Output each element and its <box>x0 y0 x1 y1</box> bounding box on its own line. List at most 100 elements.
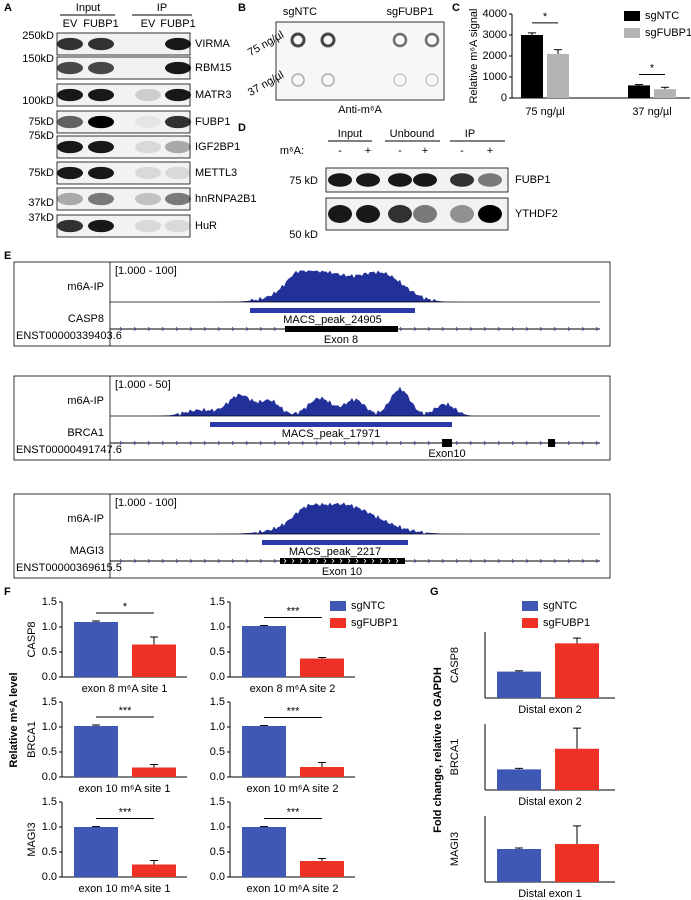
treatment-label: m⁶A: <box>280 145 304 157</box>
marker-label: 37kD <box>28 212 54 224</box>
blot-band <box>135 140 161 154</box>
exon-arrow <box>283 558 287 564</box>
blot-band <box>88 88 114 102</box>
blot-band <box>57 115 83 129</box>
legend-swatch <box>522 601 538 611</box>
exon-arrow <box>323 558 327 564</box>
protein-label: YTHDF2 <box>515 208 558 220</box>
blot-band <box>388 173 412 187</box>
y-tick-label: 0.5 <box>210 646 225 658</box>
strand-arrow <box>497 326 501 332</box>
strand-arrow <box>595 440 599 446</box>
blot-band <box>165 166 191 180</box>
dot <box>425 73 439 87</box>
strand-arrow <box>581 440 585 446</box>
strand-arrow <box>413 440 417 446</box>
bar <box>132 767 176 777</box>
strand-arrow <box>133 558 137 564</box>
legend-label: sgNTC <box>645 10 679 22</box>
strand-arrow <box>217 326 221 332</box>
blot-band <box>135 219 161 233</box>
blot-band <box>450 173 474 187</box>
protein-label: HuR <box>195 220 217 232</box>
peak-label: MACS_peak_2217 <box>289 546 381 558</box>
strand-arrow <box>245 326 249 332</box>
protein-label: hnRNPA2B1 <box>195 193 257 205</box>
protein-label: VIRMA <box>195 38 231 50</box>
protein-label: IGF2BP1 <box>195 141 240 153</box>
dot <box>291 73 305 87</box>
blot-band <box>88 37 114 51</box>
exon-arrow <box>331 558 335 564</box>
dot <box>290 32 306 48</box>
y-axis-label: Relative m⁶A level <box>8 672 20 767</box>
legend-swatch <box>330 601 346 611</box>
legend-swatch <box>330 618 346 628</box>
strand-arrow <box>189 326 193 332</box>
dot <box>393 73 407 87</box>
bar <box>242 827 286 877</box>
strand-arrow <box>399 440 403 446</box>
strand-arrow <box>511 440 515 446</box>
y-tick-label: 1.5 <box>42 796 57 808</box>
strand-arrow <box>525 440 529 446</box>
strand-arrow <box>497 558 501 564</box>
y-tick-label: 0.0 <box>42 671 57 683</box>
protein-label: FUBP1 <box>515 174 550 186</box>
strand-arrow <box>217 558 221 564</box>
y-tick-label: 0.0 <box>210 871 225 883</box>
track-box <box>13 375 611 461</box>
blot-band <box>478 173 502 187</box>
y-tick-label: 0.5 <box>210 746 225 758</box>
strand-arrow <box>245 558 249 564</box>
strand-arrow <box>455 558 459 564</box>
marker-label: 50 kD <box>289 229 318 241</box>
protein-label: FUBP1 <box>195 116 230 128</box>
sample-label: sgNTC <box>283 6 317 18</box>
strand-arrow <box>203 326 207 332</box>
strand-arrow <box>133 326 137 332</box>
strand-arrow <box>259 440 263 446</box>
marker-label: 37kD <box>28 197 54 209</box>
strand-arrow <box>217 440 221 446</box>
panel-letter: D <box>238 122 246 134</box>
exon-arrow <box>299 558 303 564</box>
strand-arrow <box>329 440 333 446</box>
bar <box>74 726 118 777</box>
bar <box>300 861 344 877</box>
y-axis-label: Relative m⁶A signal <box>468 8 480 103</box>
strand-arrow <box>427 558 431 564</box>
strand-arrow <box>567 558 571 564</box>
blot-band <box>135 88 161 102</box>
x-axis-label: exon 8 m⁶A site 2 <box>250 683 336 695</box>
exon-arrow <box>387 558 391 564</box>
marker-label: 75kD <box>28 167 54 179</box>
strand-arrow <box>483 440 487 446</box>
y-axis-label: MAGI3 <box>449 832 461 866</box>
blot-band <box>328 173 352 187</box>
strand-arrow <box>273 326 277 332</box>
y-tick-label: 1.5 <box>42 596 57 608</box>
blot-band <box>165 192 191 206</box>
strand-arrow <box>567 440 571 446</box>
blot-band <box>57 88 83 102</box>
blot-band <box>88 140 114 154</box>
y-tick-label: 1.0 <box>210 821 225 833</box>
bar <box>521 35 543 98</box>
x-axis-label: exon 10 m⁶A site 1 <box>79 783 171 795</box>
panel-letter: F <box>4 586 11 598</box>
range-label: [1.000 - 100] <box>115 497 177 509</box>
lane-label: EV <box>63 18 78 30</box>
bar <box>628 85 650 98</box>
range-label: [1.000 - 50] <box>115 379 171 391</box>
dot <box>321 73 335 87</box>
panel-letter: A <box>4 2 12 14</box>
strand-arrow <box>133 440 137 446</box>
strand-arrow <box>483 326 487 332</box>
y-tick-label: 1.0 <box>210 721 225 733</box>
marker-label: 150kD <box>22 53 54 65</box>
bar <box>555 844 599 882</box>
treatment-sign: + <box>487 145 493 157</box>
y-tick-label: 0.0 <box>210 671 225 683</box>
